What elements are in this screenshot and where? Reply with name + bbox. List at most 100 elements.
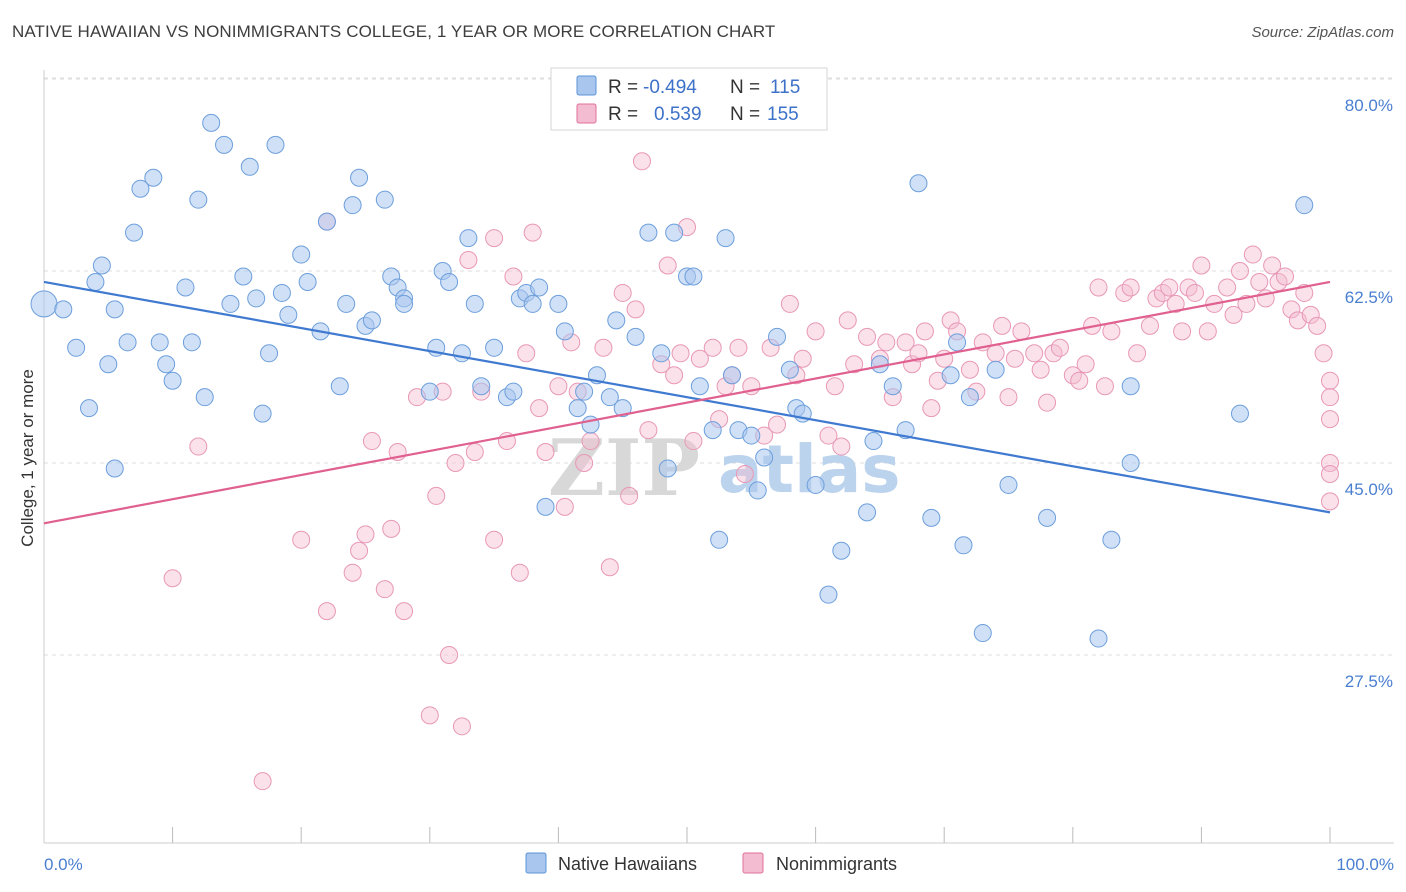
nonimmigrants-point xyxy=(780,294,799,313)
nonimmigrants-point xyxy=(1224,305,1243,324)
nonimmigrants-point xyxy=(915,322,934,341)
native-hawaiians-point xyxy=(279,305,298,324)
nonimmigrants-point xyxy=(671,344,690,363)
nonimmigrants-point xyxy=(440,646,459,664)
native-hawaiians-point xyxy=(176,278,195,297)
native-hawaiians-point xyxy=(67,338,86,357)
legend-swatch-blue xyxy=(576,75,597,96)
native-hawaiians-point xyxy=(600,388,619,407)
nonimmigrants-point xyxy=(356,525,375,544)
native-hawaiians-point xyxy=(150,333,169,352)
native-hawaiians-point xyxy=(1230,404,1249,423)
native-hawaiians-point xyxy=(343,196,362,215)
nonimmigrants-point xyxy=(838,311,857,330)
native-hawaiians-point xyxy=(375,190,394,209)
legend-swatch-pink xyxy=(576,103,597,124)
nonimmigrants-point xyxy=(1005,349,1024,368)
correlation-legend: R = -0.494 N = 115 R = 0.539 N = 155 xyxy=(550,67,828,131)
chart-title: NATIVE HAWAIIAN VS NONIMMIGRANTS COLLEGE… xyxy=(12,22,776,41)
nonimmigrants-point xyxy=(317,602,336,621)
native-hawaiians-point xyxy=(221,294,240,313)
native-hawaiians-point xyxy=(568,399,587,418)
native-hawaiians-point xyxy=(253,404,272,423)
native-hawaiians-point xyxy=(247,289,266,308)
nonimmigrants-point xyxy=(665,366,684,385)
native-hawaiians-point xyxy=(131,179,150,198)
native-hawaiians-point xyxy=(99,355,118,374)
nonimmigrants-point xyxy=(1140,316,1159,335)
nonimmigrants-point xyxy=(703,338,722,357)
nonimmigrants-point xyxy=(485,229,504,248)
nonimmigrants-point xyxy=(896,333,915,352)
native-hawaiians-point xyxy=(948,333,967,352)
nonimmigrants-point xyxy=(1012,322,1031,341)
nonimmigrants-point xyxy=(941,311,960,330)
nonimmigrants-point xyxy=(1321,454,1339,472)
source-label: Source: ZipAtlas.com xyxy=(1251,24,1394,41)
nonimmigrants-point xyxy=(1102,322,1121,341)
nonimmigrants-point xyxy=(1121,278,1140,297)
nonimmigrants-point xyxy=(1321,492,1339,511)
native-hawaiians-point xyxy=(864,432,883,451)
legend-box xyxy=(550,67,828,131)
nonimmigrants-point xyxy=(1237,294,1256,313)
nonimmigrants-point xyxy=(1031,360,1050,379)
nonimmigrants-point xyxy=(575,454,594,472)
nonimmigrants-point xyxy=(1263,256,1282,275)
nonimmigrants-point xyxy=(485,530,504,549)
nonimmigrants-point xyxy=(960,360,979,379)
nonimmigrants-point xyxy=(1089,278,1108,297)
native-hawaiians-point xyxy=(420,382,439,401)
bottom-legend-swatch-pink xyxy=(742,852,764,874)
nonimmigrants-point xyxy=(163,569,182,588)
native-hawaiians-point xyxy=(105,300,124,319)
native-hawaiians-point xyxy=(658,459,677,478)
native-hawaiians-points xyxy=(30,113,1314,648)
nonimmigrants-point xyxy=(459,251,478,270)
native-hawaiians-point xyxy=(575,382,594,401)
native-hawaiians-point xyxy=(485,338,504,357)
nonimmigrants-point xyxy=(600,558,619,577)
nonimmigrants-point xyxy=(1025,344,1044,363)
native-hawaiians-point xyxy=(896,421,915,440)
native-hawaiians-point xyxy=(30,290,58,318)
nonimmigrants-point xyxy=(517,344,536,363)
native-hawaiians-point xyxy=(292,245,311,264)
nonimmigrants-point xyxy=(1321,464,1339,483)
native-hawaiians-point xyxy=(768,327,787,346)
native-hawaiians-point xyxy=(703,421,722,440)
nonimmigrants-point xyxy=(292,530,311,549)
y-tick-label: 62.5% xyxy=(1345,288,1393,307)
nonimmigrants-trend-line xyxy=(43,280,1331,525)
nonimmigrants-point xyxy=(768,415,787,434)
native-hawaiians-trend-line xyxy=(43,280,1331,514)
nonimmigrants-point xyxy=(1275,267,1294,286)
nonimmigrants-point xyxy=(510,563,529,582)
nonimmigrants-point xyxy=(1308,316,1327,335)
nonimmigrants-point xyxy=(530,399,549,418)
native-hawaiians-point xyxy=(144,168,163,187)
native-hawaiians-point xyxy=(960,388,979,407)
native-hawaiians-point xyxy=(215,135,234,154)
nonimmigrants-point xyxy=(1128,344,1147,363)
bottom-legend-label-native-hawaiians: Native Hawaiians xyxy=(558,854,697,874)
bottom-legend-label-nonimmigrants: Nonimmigrants xyxy=(776,854,897,874)
native-hawaiians-point xyxy=(909,174,928,193)
native-hawaiians-point xyxy=(523,294,542,313)
native-hawaiians-point xyxy=(922,508,941,527)
native-hawaiians-point xyxy=(298,272,317,291)
native-hawaiians-point xyxy=(202,113,221,132)
series-legend: Native Hawaiians Nonimmigrants xyxy=(525,852,897,874)
x-tick-label-min: 0.0% xyxy=(44,855,83,874)
nonimmigrants-point xyxy=(549,377,568,396)
nonimmigrants-point xyxy=(446,454,465,472)
native-hawaiians-point xyxy=(986,360,1005,379)
nonimmigrants-point xyxy=(1160,278,1179,297)
native-hawaiians-point xyxy=(626,327,645,346)
native-hawaiians-point xyxy=(504,382,523,401)
y-tick-label: 45.0% xyxy=(1345,480,1393,499)
y-tick-label: 27.5% xyxy=(1345,672,1393,691)
nonimmigrants-point xyxy=(581,432,600,451)
nonimmigrants-point xyxy=(362,432,381,451)
native-hawaiians-point xyxy=(472,377,491,396)
